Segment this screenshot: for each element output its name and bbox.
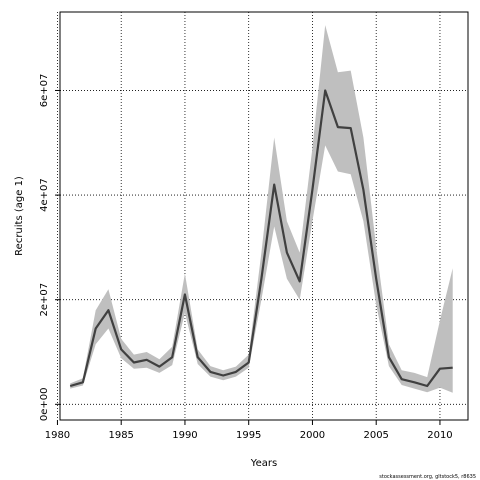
y-tick-label: 2e+07: [39, 283, 50, 317]
footer-credit: stockassessment.org, gltstock5, r8635: [379, 474, 476, 480]
x-tick-label: 1980: [45, 430, 70, 441]
y-tick-label: 6e+07: [39, 74, 50, 108]
x-tick-label: 1985: [108, 430, 133, 441]
x-tick-label: 1995: [236, 430, 261, 441]
x-axis: 1980 1985 1990 1995 2000 2005 2010: [45, 420, 453, 441]
x-tick-label: 2010: [427, 430, 452, 441]
grid-lines: [57, 12, 468, 420]
y-axis: 0e+00 2e+07 4e+07 6e+07: [39, 74, 60, 421]
x-tick-label: 2005: [363, 430, 388, 441]
confidence-band: [70, 25, 453, 393]
x-tick-label: 2000: [300, 430, 325, 441]
y-tick-label: 4e+07: [39, 178, 50, 212]
recruits-line: [69, 89, 453, 388]
y-axis-title: Recruits (age 1): [14, 176, 25, 256]
x-tick-label: 1990: [172, 430, 197, 441]
x-axis-title: Years: [250, 458, 277, 469]
plot-frame: [59, 11, 469, 421]
y-tick-label: 0e+00: [39, 387, 50, 421]
